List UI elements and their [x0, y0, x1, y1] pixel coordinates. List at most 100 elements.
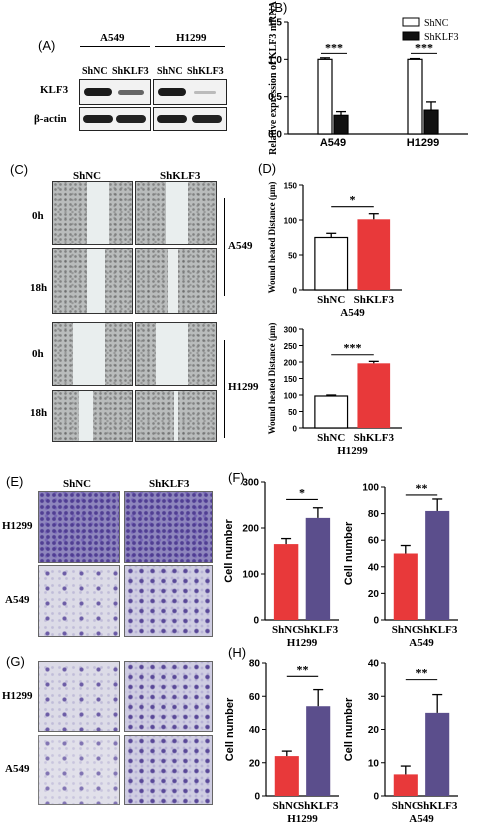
x-category-label: ShNC [273, 800, 301, 812]
blot-band [192, 115, 222, 123]
y-tick-label: 0 [293, 425, 298, 434]
blot-klf3-a549 [79, 79, 151, 105]
y-tick-label: 20 [368, 725, 380, 736]
panel-label-g: (G) [6, 654, 25, 669]
x-axis-title: A549 [409, 637, 434, 649]
legend-label: ShKLF3 [424, 32, 458, 43]
wound-cellline-label: A549 [228, 240, 253, 252]
y-axis-label: Cell number [343, 697, 355, 761]
panel-label-d: (D) [258, 161, 277, 176]
x-category-label: ShKLF3 [417, 800, 458, 812]
y-tick-label: 0 [373, 792, 379, 803]
blot-actin-a549 [79, 107, 151, 131]
blot-cellline-h1299: H1299 [176, 32, 207, 44]
y-tick-label: 1.5 [268, 18, 282, 29]
x-axis-title: H1299 [337, 445, 368, 457]
y-tick-label: 0.5 [268, 92, 282, 103]
y-tick-label: 80 [249, 659, 261, 670]
y-tick-label: 80 [368, 509, 380, 520]
y-tick-label: 50 [288, 252, 297, 261]
y-tick-label: 0.0 [268, 130, 282, 141]
wound-time-label: 18h [30, 282, 48, 294]
wound-time-label: 0h [32, 210, 44, 222]
transwell-image-migration-a549-shnc [38, 565, 120, 637]
x-axis-title: H1299 [287, 813, 318, 825]
transwell-image-migration-a549-shklf3 [124, 565, 213, 637]
transwell-row-label: H1299 [2, 690, 33, 702]
x-category-label: ShKLF3 [417, 624, 458, 636]
x-axis-title: A549 [340, 307, 365, 319]
blot-cellline-underline [155, 46, 225, 47]
transwell-image-migration-h1299-shklf3 [124, 491, 213, 563]
wound-time-label: 18h [30, 407, 48, 419]
blot-lane-label: ShNC [157, 66, 183, 77]
x-category-label: ShNC [272, 624, 300, 636]
significance-mark: *** [344, 341, 362, 355]
blot-band [118, 90, 144, 95]
y-tick-label: 60 [368, 536, 380, 547]
y-tick-label: 300 [242, 478, 259, 489]
wound-col-label: ShKLF3 [160, 170, 201, 182]
bar-ShNC-A549 [317, 58, 333, 135]
y-tick-label: 0 [373, 616, 379, 627]
blot-band [157, 115, 187, 123]
blot-lane-label: ShNC [82, 66, 108, 77]
x-category-label: ShKLF3 [354, 294, 395, 306]
wound-group-bracket [224, 340, 225, 438]
bar-ShKLF3-A549 [333, 114, 349, 135]
x-category-label: H1299 [407, 137, 439, 149]
bar-ShKLF3 [425, 712, 450, 796]
transwell-row-label: H1299 [2, 520, 33, 532]
wound-image-a549-18h-shklf3 [135, 248, 217, 314]
wound-image-a549-0h-shnc [52, 181, 133, 245]
transwell-image-invasion-a549-shnc [38, 735, 120, 805]
x-axis-title: H1299 [287, 637, 318, 649]
blot-band [116, 115, 146, 123]
legend-swatch-ShKLF3 [402, 31, 420, 41]
legend-label: ShNC [424, 18, 449, 29]
panel-label-c: (C) [10, 162, 29, 177]
blot-lane-label: ShKLF3 [112, 66, 149, 77]
transwell-row-label: A549 [5, 594, 30, 606]
x-category-label: A549 [320, 137, 346, 149]
y-tick-label: 60 [249, 692, 261, 703]
blot-band [83, 115, 113, 123]
wound-cellline-label: H1299 [228, 381, 259, 393]
transwell-col-label: ShNC [63, 478, 92, 490]
significance-mark: ** [297, 662, 309, 676]
transwell-image-invasion-h1299-shklf3 [124, 661, 213, 732]
x-category-label: ShKLF3 [354, 432, 395, 444]
wound-image-h1299-0h-shklf3 [135, 322, 217, 386]
x-category-label: ShNC [317, 432, 345, 444]
y-axis-label: Cell number [223, 519, 235, 583]
y-tick-label: 150 [284, 375, 298, 384]
transwell-row-label: A549 [5, 763, 30, 775]
blot-actin-h1299 [153, 107, 227, 131]
y-tick-label: 1.0 [268, 55, 282, 66]
significance-mark: *** [415, 40, 433, 54]
blot-cellline-underline [80, 46, 150, 47]
y-tick-label: 40 [368, 659, 380, 670]
wound-time-label: 0h [32, 348, 44, 360]
y-tick-label: 30 [368, 692, 380, 703]
panel-label-h: (H) [228, 645, 247, 660]
significance-mark: ** [416, 481, 428, 495]
y-tick-label: 100 [362, 483, 379, 494]
y-tick-label: 200 [284, 359, 298, 368]
transwell-image-invasion-h1299-shnc [38, 661, 120, 732]
transwell-col-label: ShKLF3 [149, 478, 190, 490]
bar-ShKLF3 [306, 706, 331, 796]
y-tick-label: 0 [254, 792, 260, 803]
bar-ShKLF3 [357, 219, 391, 290]
y-tick-label: 200 [242, 524, 259, 535]
y-tick-label: 20 [249, 758, 261, 769]
bar-ShNC [393, 774, 418, 796]
x-category-label: ShNC [392, 624, 420, 636]
wound-group-bracket [224, 198, 225, 296]
significance-mark: * [299, 485, 305, 499]
y-axis-label: Cell number [343, 521, 355, 585]
panel-label-f: (F) [228, 470, 245, 485]
y-tick-label: 100 [284, 217, 298, 226]
bar-ShNC [274, 756, 299, 796]
